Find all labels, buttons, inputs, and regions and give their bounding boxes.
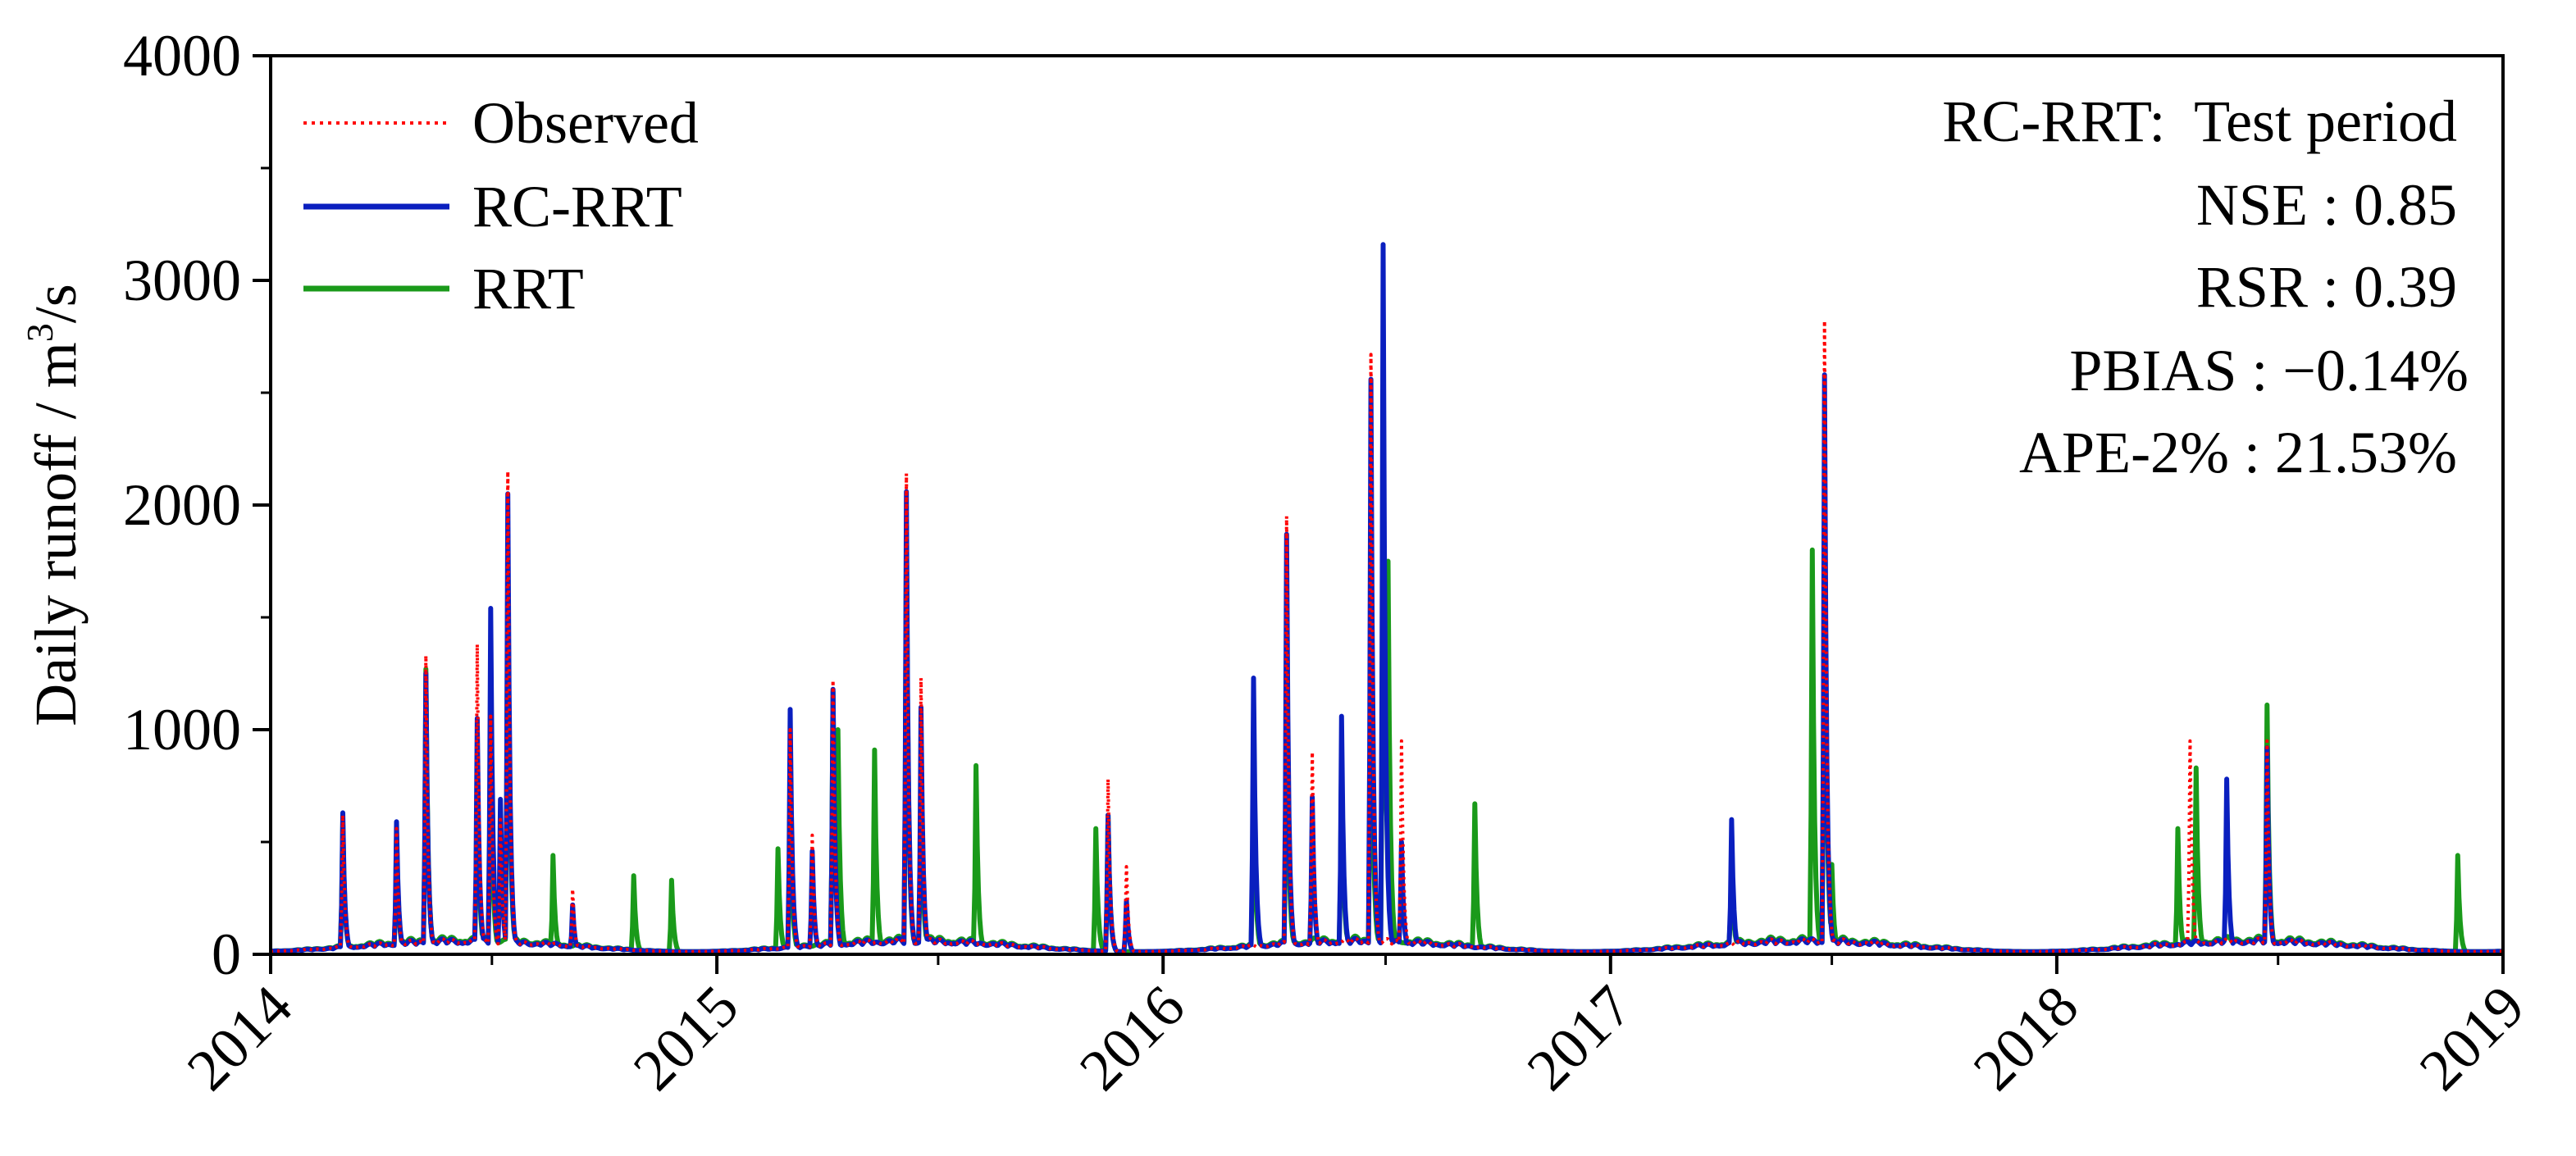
x-tick-label: 2019 bbox=[2407, 973, 2537, 1103]
y-axis-label: Daily runoff / m3/s bbox=[19, 284, 89, 726]
y-tick-label: 2000 bbox=[123, 472, 241, 538]
legend-label-observed: Observed bbox=[472, 90, 699, 156]
x-tick-label: 2018 bbox=[1961, 973, 2090, 1103]
annotation-pbias: PBIAS : −0.14% bbox=[2069, 338, 2469, 403]
x-tick-label: 2014 bbox=[175, 973, 304, 1103]
metrics-annotation: RC-RRT: Test period NSE : 0.85 RSR : 0.3… bbox=[1942, 89, 2469, 485]
legend-label-rc-rrt: RC-RRT bbox=[472, 174, 682, 239]
legend-label-rrt: RRT bbox=[472, 256, 584, 321]
x-tick-label: 2015 bbox=[621, 973, 750, 1103]
y-axis-label-unit: /s bbox=[23, 284, 89, 323]
annotation-rsr: RSR : 0.39 bbox=[2196, 254, 2457, 320]
y-axis-label-main: Daily runoff / m bbox=[23, 342, 89, 726]
x-axis: 2014 2015 2016 2017 2018 2019 bbox=[175, 954, 2537, 1103]
y-axis: 0 1000 2000 3000 4000 bbox=[123, 23, 271, 987]
annotation-title: RC-RRT: Test period bbox=[1942, 89, 2457, 154]
y-tick-label: 4000 bbox=[123, 23, 241, 89]
annotation-nse: NSE : 0.85 bbox=[2196, 172, 2457, 238]
series-line-observed bbox=[270, 319, 2504, 953]
y-tick-label: 3000 bbox=[123, 248, 241, 313]
y-tick-label: 0 bbox=[212, 922, 241, 987]
y-axis-label-superscript: 3 bbox=[19, 323, 61, 342]
series-layer bbox=[269, 242, 2505, 954]
x-tick-label: 2016 bbox=[1067, 973, 1197, 1103]
y-tick-label: 1000 bbox=[123, 697, 241, 762]
x-tick-label: 2017 bbox=[1515, 973, 1644, 1103]
annotation-ape: APE-2% : 21.53% bbox=[2019, 420, 2457, 485]
legend: Observed RC-RRT RRT bbox=[303, 90, 699, 321]
